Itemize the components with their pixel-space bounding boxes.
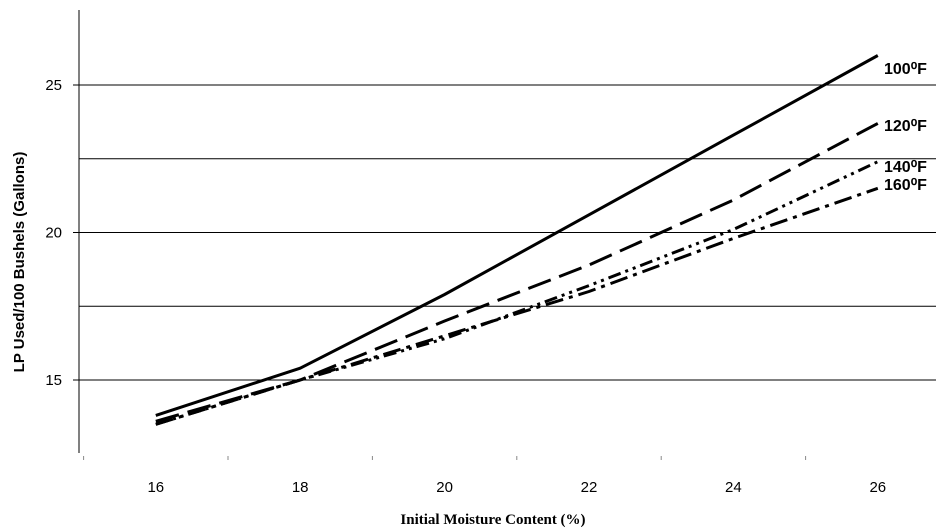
series-line-2 xyxy=(155,122,879,423)
x-tick-label: 22 xyxy=(581,479,598,496)
x-tick-label: 26 xyxy=(869,479,886,496)
y-tick-label: 20 xyxy=(45,225,62,242)
x-axis-label: Initial Moisture Content (%) xyxy=(400,512,585,528)
series-label-4: 160⁰F xyxy=(884,177,927,194)
y-tick-label: 25 xyxy=(45,77,62,94)
series-label-2: 120⁰F xyxy=(884,118,927,135)
x-tick-label: 20 xyxy=(436,479,453,496)
series-lines xyxy=(155,54,879,426)
x-tick-label: 18 xyxy=(292,479,309,496)
x-tick-label: 24 xyxy=(725,479,742,496)
series-label-3: 140⁰F xyxy=(884,159,927,176)
y-axis-label: LP Used/100 Bushels (Gallons) xyxy=(11,152,28,373)
y-tick-label: 15 xyxy=(45,372,62,389)
y-axis-ticks: 15202530 xyxy=(45,77,79,389)
x-tick-label: 16 xyxy=(147,479,164,496)
x-axis-ticks: 16 18 20 22 24 26 xyxy=(83,456,886,496)
series-line-1 xyxy=(155,54,879,417)
series-label-1: 100⁰F xyxy=(884,61,927,78)
grid-lines xyxy=(79,84,936,381)
series-line-4 xyxy=(155,186,879,426)
